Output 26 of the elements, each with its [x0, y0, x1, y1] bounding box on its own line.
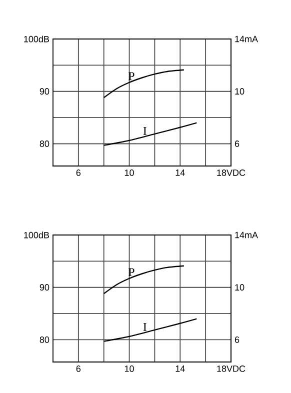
y2-tick-label: 14mA: [235, 36, 258, 42]
x-tick-label: 10: [124, 170, 134, 176]
y2-tick-label: 6: [234, 336, 240, 343]
line-series: [103, 318, 198, 342]
y-tick-label: 100dB: [24, 36, 49, 42]
x-tick-label: 18VDC: [217, 366, 246, 372]
y2-tick-label: 10: [235, 88, 244, 95]
y-tick-label: 80: [40, 336, 50, 343]
y2-tick-label: 10: [235, 284, 244, 291]
line-series: [103, 69, 185, 98]
y2-tick-label: 6: [234, 140, 240, 147]
x-tick-label: 6: [76, 366, 81, 372]
x-tick-label: 6: [76, 170, 81, 176]
line-series: [103, 265, 185, 294]
x-tick-label: 14: [176, 170, 185, 176]
line-series: [103, 122, 198, 146]
series-label: I: [143, 126, 146, 135]
y-tick-label: 100dB: [24, 232, 49, 238]
x-tick-label: 14: [176, 366, 185, 372]
x-tick-label: 18VDC: [217, 170, 246, 176]
x-tick-label: 10: [124, 366, 134, 372]
series-label: I: [143, 322, 146, 331]
y-tick-label: 80: [40, 140, 50, 147]
y-tick-label: 90: [40, 88, 50, 95]
y-tick-label: 90: [40, 284, 50, 291]
y2-tick-label: 14mA: [235, 232, 258, 238]
